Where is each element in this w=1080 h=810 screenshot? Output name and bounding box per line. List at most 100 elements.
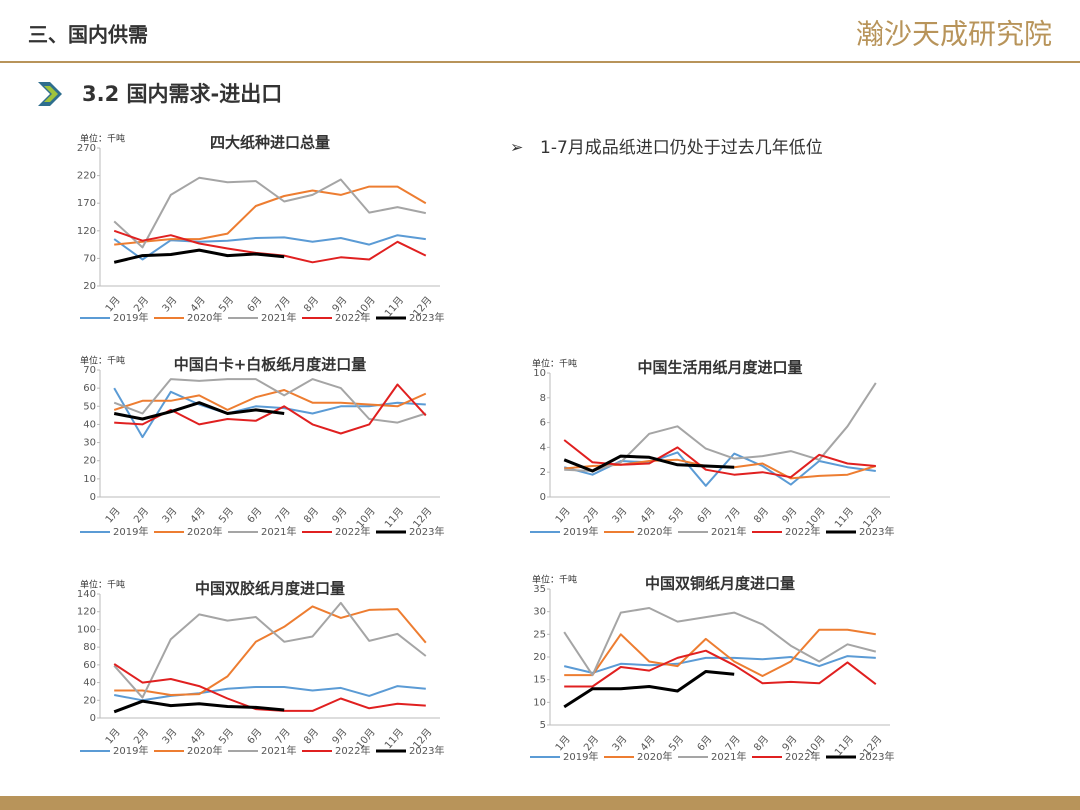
logo: 瀚沙天成研究院 <box>856 18 1052 51</box>
legend-label: 2020年 <box>187 744 222 757</box>
y-tick-label: 100 <box>77 624 96 635</box>
y-tick-label: 50 <box>83 401 96 412</box>
y-tick-label: 220 <box>77 171 96 182</box>
x-tick-label: 5月 <box>216 726 236 746</box>
x-tick-label: 7月 <box>723 733 743 753</box>
y-tick-label: 4 <box>540 442 546 453</box>
x-tick-label: 9月 <box>780 733 800 753</box>
y-tick-label: 80 <box>83 642 96 653</box>
legend-label: 2022年 <box>785 525 820 538</box>
x-tick-label: 1月 <box>553 733 573 753</box>
y-tick-label: 70 <box>83 365 96 376</box>
y-tick-label: 40 <box>83 419 96 430</box>
series-line <box>564 649 877 688</box>
x-tick-label: 6月 <box>695 733 715 753</box>
legend-label: 2021年 <box>261 311 296 324</box>
series-line <box>114 685 426 702</box>
chart-title: 中国白卡+白板纸月度进口量 <box>174 356 367 374</box>
y-tick-label: 140 <box>77 589 96 600</box>
x-tick-label: 11月 <box>832 505 856 530</box>
legend-label: 2021年 <box>711 750 746 763</box>
footer-bar <box>0 796 1080 810</box>
x-tick-label: 3月 <box>160 726 180 746</box>
x-tick-label: 1月 <box>103 505 123 525</box>
x-tick-label: 1月 <box>103 726 123 746</box>
y-tick-label: 170 <box>77 198 96 209</box>
x-tick-label: 5月 <box>666 505 686 525</box>
y-tick-label: 8 <box>540 393 546 404</box>
y-tick-label: 2 <box>540 467 546 478</box>
legend-label: 2021年 <box>261 744 296 757</box>
series-line <box>113 401 285 421</box>
y-tick-label: 20 <box>83 281 96 292</box>
x-tick-label: 4月 <box>188 505 208 525</box>
legend-label: 2019年 <box>563 525 598 538</box>
legend-label: 2020年 <box>187 525 222 538</box>
x-tick-label: 2月 <box>581 505 601 525</box>
y-tick-label: 20 <box>83 695 96 706</box>
x-tick-label: 5月 <box>666 733 686 753</box>
series-line <box>113 601 427 699</box>
x-tick-label: 8月 <box>751 733 771 753</box>
y-tick-label: 5 <box>540 720 546 731</box>
legend-label: 2020年 <box>637 750 672 763</box>
chevron-inner <box>44 86 58 102</box>
x-tick-label: 6月 <box>245 505 265 525</box>
x-tick-label: 9月 <box>330 726 350 746</box>
y-tick-label: 60 <box>83 383 96 394</box>
legend-label: 2020年 <box>187 311 222 324</box>
series-line <box>564 628 876 677</box>
unit-label: 单位：千吨 <box>532 574 577 586</box>
y-tick-label: 70 <box>83 253 96 264</box>
legend-label: 2022年 <box>335 311 370 324</box>
x-tick-label: 4月 <box>188 294 208 314</box>
x-tick-label: 2月 <box>131 505 151 525</box>
y-tick-label: 10 <box>533 368 546 379</box>
series-line <box>113 389 427 411</box>
x-tick-label: 4月 <box>638 733 658 753</box>
legend-label: 2019年 <box>113 311 148 324</box>
y-tick-label: 35 <box>533 584 546 595</box>
series-line <box>113 176 427 249</box>
series-line <box>114 185 427 246</box>
x-tick-label: 1月 <box>103 294 123 314</box>
x-tick-label: 6月 <box>245 294 265 314</box>
y-tick-label: 270 <box>77 143 96 154</box>
y-tick-label: 30 <box>83 438 96 449</box>
series-line <box>113 378 427 424</box>
x-tick-label: 1月 <box>553 505 573 525</box>
x-tick-label: 7月 <box>273 726 293 746</box>
unit-label: 单位：千吨 <box>532 358 577 370</box>
y-tick-label: 120 <box>77 226 96 237</box>
y-tick-label: 30 <box>533 607 546 618</box>
header-rule <box>0 61 1080 63</box>
x-tick-label: 9月 <box>330 505 350 525</box>
y-tick-label: 0 <box>540 492 546 503</box>
x-tick-label: 2月 <box>131 294 151 314</box>
legend-label: 2022年 <box>785 750 820 763</box>
x-tick-label: 8月 <box>751 505 771 525</box>
x-tick-label: 3月 <box>610 733 630 753</box>
legend-label: 2022年 <box>335 744 370 757</box>
y-tick-label: 60 <box>83 660 96 671</box>
legend-label: 2021年 <box>711 525 746 538</box>
chevron-icon <box>38 82 62 106</box>
x-tick-label: 11月 <box>832 733 856 758</box>
x-tick-label: 7月 <box>273 294 293 314</box>
x-tick-label: 3月 <box>160 505 180 525</box>
y-tick-label: 20 <box>83 456 96 467</box>
x-tick-label: 5月 <box>216 294 236 314</box>
x-tick-label: 11月 <box>382 505 406 530</box>
x-tick-label: 3月 <box>160 294 180 314</box>
series-line <box>563 439 876 479</box>
x-tick-label: 8月 <box>301 726 321 746</box>
x-tick-label: 8月 <box>301 505 321 525</box>
x-tick-label: 11月 <box>382 726 406 751</box>
legend-label: 2022年 <box>335 525 370 538</box>
legend-label: 2023年 <box>409 311 444 324</box>
x-tick-label: 7月 <box>273 505 293 525</box>
chart-title: 中国生活用纸月度进口量 <box>637 359 802 377</box>
x-tick-label: 11月 <box>382 294 406 319</box>
x-tick-label: 9月 <box>330 294 350 314</box>
y-tick-label: 0 <box>90 713 96 724</box>
